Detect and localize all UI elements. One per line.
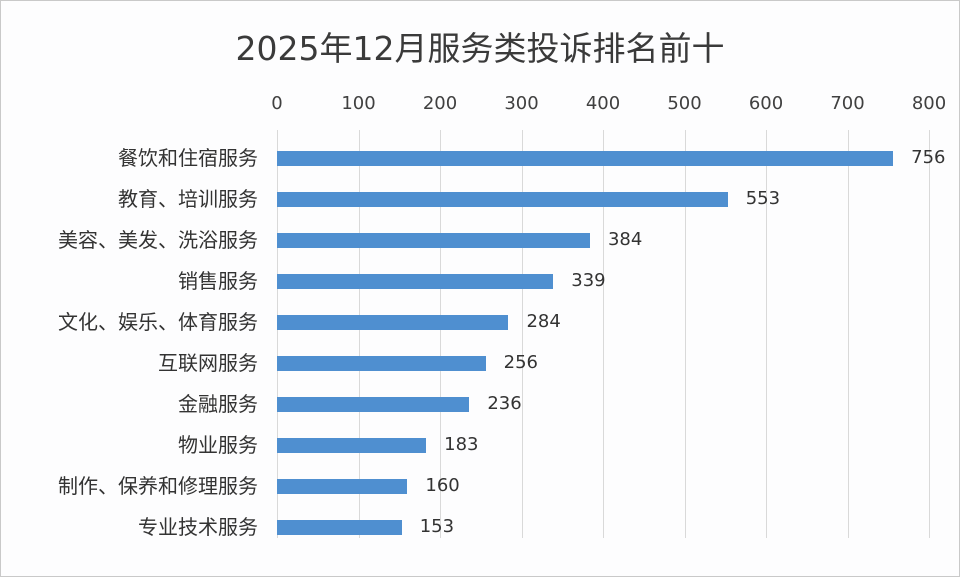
bar-value-label: 183	[444, 434, 479, 455]
bar	[277, 356, 486, 371]
gridline	[358, 130, 360, 538]
x-tick-label: 0	[271, 93, 283, 114]
bar	[277, 151, 894, 166]
category-label: 专业技术服务	[138, 515, 258, 539]
bar-value-label: 256	[503, 352, 538, 373]
bar	[277, 192, 728, 207]
gridline	[521, 130, 523, 538]
gridline	[766, 130, 767, 538]
bar	[277, 438, 427, 453]
gridline	[440, 130, 441, 538]
bar-value-label: 756	[911, 147, 946, 168]
x-tick-label: 200	[422, 93, 458, 114]
x-tick-label: 600	[748, 93, 784, 114]
bar	[277, 479, 408, 494]
category-label: 教育、培训服务	[118, 187, 258, 211]
category-label: 物业服务	[178, 433, 258, 457]
bar-value-label: 153	[419, 516, 455, 537]
bar	[277, 233, 590, 248]
bar-value-label: 339	[571, 270, 606, 291]
gridline	[277, 130, 278, 538]
x-tick-label: 500	[667, 93, 702, 114]
category-label: 销售服务	[178, 269, 258, 293]
bar-value-label: 160	[425, 475, 460, 496]
bar	[277, 520, 402, 535]
gridline	[684, 130, 686, 538]
bar-value-label: 553	[745, 188, 781, 209]
x-tick-label: 300	[504, 93, 539, 114]
category-label: 制作、保养和修理服务	[58, 474, 258, 498]
x-tick-label: 100	[341, 93, 376, 114]
category-label: 文化、娱乐、体育服务	[58, 310, 258, 334]
bar-value-label: 284	[526, 311, 561, 332]
gridline	[847, 130, 849, 538]
category-label: 餐饮和住宿服务	[118, 146, 258, 170]
bar-value-label: 384	[607, 229, 643, 250]
gridline	[929, 130, 930, 538]
category-label: 金融服务	[178, 392, 258, 416]
x-tick-label: 700	[830, 93, 865, 114]
chart-title: 2025年12月服务类投诉排名前十	[235, 29, 725, 68]
gridline	[603, 130, 604, 538]
bar	[277, 315, 509, 330]
x-tick-label: 400	[585, 93, 621, 114]
bar-value-label: 236	[487, 393, 522, 414]
bar	[277, 274, 554, 289]
category-label: 美容、美发、洗浴服务	[58, 228, 258, 252]
bar	[277, 397, 470, 412]
x-tick-label: 800	[911, 93, 947, 114]
category-label: 互联网服务	[158, 351, 258, 375]
